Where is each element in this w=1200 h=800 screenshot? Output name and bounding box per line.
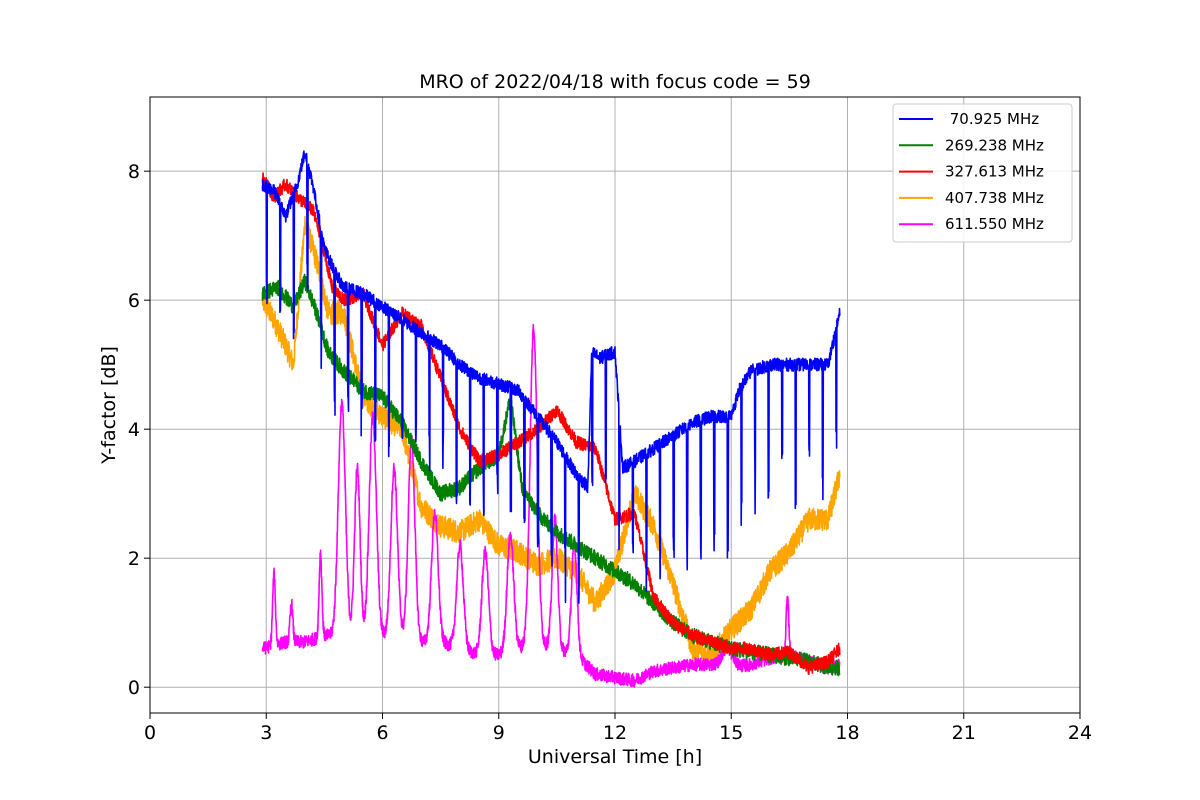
legend-label: 611.550 MHz xyxy=(945,215,1044,233)
x-tick-label: 15 xyxy=(719,722,743,744)
x-tick-label: 3 xyxy=(260,722,272,744)
x-tick-label: 21 xyxy=(952,722,976,744)
series-line xyxy=(261,323,841,688)
x-tick-label: 6 xyxy=(376,722,388,744)
y-tick-label: 0 xyxy=(128,677,140,699)
y-axis-label: Y-factor [dB] xyxy=(98,346,120,465)
series-line xyxy=(261,150,841,604)
legend-label: 327.613 MHz xyxy=(945,163,1044,181)
x-tick-label: 12 xyxy=(603,722,627,744)
x-tick-label: 0 xyxy=(144,722,156,744)
x-axis-label: Universal Time [h] xyxy=(528,746,702,768)
y-tick-label: 8 xyxy=(128,161,140,183)
series-layer xyxy=(261,150,841,688)
legend-label: 269.238 MHz xyxy=(945,136,1044,154)
legend: 70.925 MHz 269.238 MHz 327.613 MHz 407.738 … xyxy=(892,103,1073,243)
y-tick-label: 6 xyxy=(128,290,140,312)
x-tick-label: 18 xyxy=(835,722,859,744)
legend-label: 407.738 MHz xyxy=(945,189,1044,207)
y-tick-label: 4 xyxy=(128,419,140,441)
chart-title: MRO of 2022/04/18 with focus code = 59 xyxy=(419,71,811,93)
x-tick-label: 24 xyxy=(1068,722,1092,744)
y-tick-label: 2 xyxy=(128,548,140,570)
x-tick-label: 9 xyxy=(493,722,505,744)
legend-box xyxy=(892,103,1073,243)
legend-label: 70.925 MHz xyxy=(945,110,1039,128)
